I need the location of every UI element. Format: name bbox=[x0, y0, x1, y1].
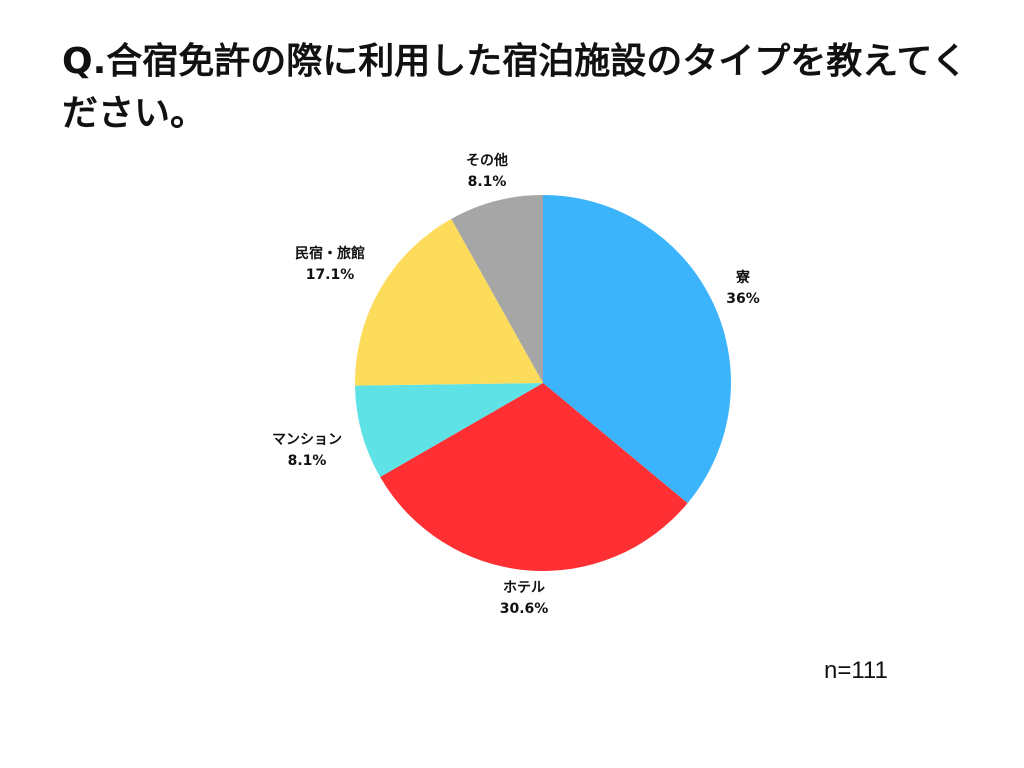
slice-other bbox=[451, 195, 543, 383]
label-minshuku-ryokan: 民宿・旅館 17.1% bbox=[295, 244, 365, 286]
label-name: マンション bbox=[272, 432, 342, 448]
label-value: 36% bbox=[726, 291, 760, 307]
label-value: 8.1% bbox=[467, 174, 507, 190]
slice-minshuku-ryokan bbox=[355, 218, 543, 386]
label-value: 30.6% bbox=[499, 601, 549, 617]
chart-title: Q.合宿免許の際に利用した宿泊施設のタイプを教えてください。 bbox=[62, 41, 968, 134]
slice-hotel bbox=[380, 383, 688, 571]
label-value: 8.1% bbox=[287, 453, 327, 469]
label-other: その他 8.1% bbox=[466, 151, 508, 193]
label-mansion: マンション 8.1% bbox=[272, 430, 342, 472]
label-name: ホテル bbox=[502, 580, 545, 596]
slice-mansion bbox=[355, 383, 543, 477]
label-name: 民宿・旅館 bbox=[295, 246, 365, 262]
slice-dormitory bbox=[543, 195, 731, 504]
label-hotel: ホテル 30.6% bbox=[500, 578, 549, 620]
label-value: 17.1% bbox=[305, 267, 355, 283]
sample-size: n=111 bbox=[824, 657, 888, 684]
label-dormitory: 寮 36% bbox=[726, 268, 760, 310]
label-name: 寮 bbox=[735, 270, 750, 286]
label-name: その他 bbox=[466, 153, 508, 169]
